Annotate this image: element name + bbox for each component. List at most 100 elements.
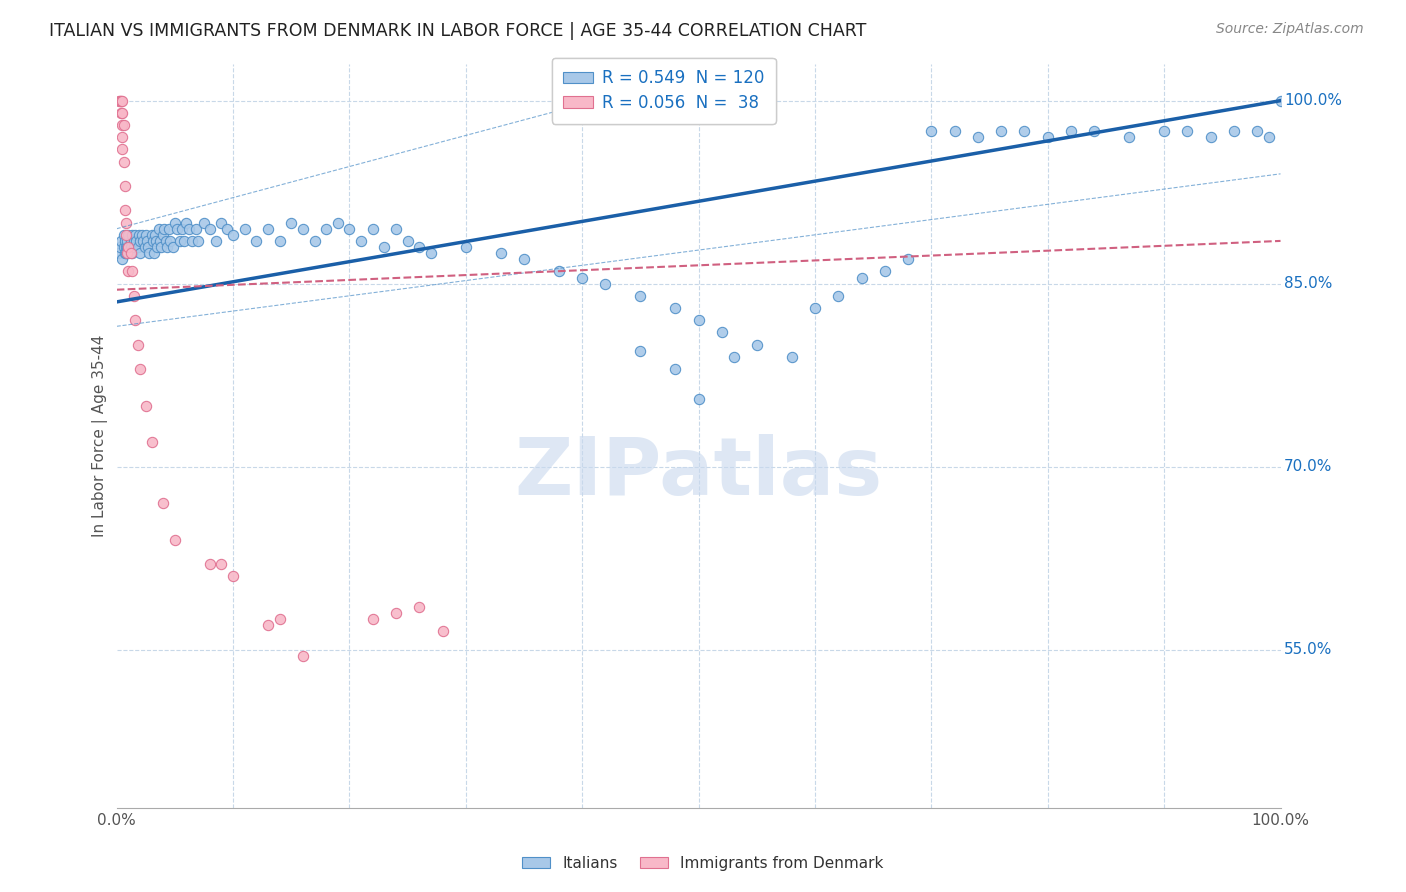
Point [115, 246, 138, 260]
Text: 100.0%: 100.0% [1284, 93, 1341, 108]
Point [269, 612, 291, 626]
Point [162, 240, 184, 254]
Point [361, 612, 384, 626]
Point [128, 227, 150, 242]
Point [1014, 124, 1036, 138]
Point [120, 240, 142, 254]
Point [149, 234, 172, 248]
Point [124, 313, 146, 327]
Legend: R = 0.549  N = 120, R = 0.056  N =  38: R = 0.549 N = 120, R = 0.056 N = 38 [551, 57, 776, 123]
Point [780, 350, 803, 364]
Point [548, 264, 571, 278]
Point [111, 118, 134, 132]
Point [132, 234, 155, 248]
Point [131, 227, 153, 242]
Point [1199, 130, 1222, 145]
Point [141, 435, 163, 450]
Point [1177, 124, 1199, 138]
Point [134, 240, 156, 254]
Point [198, 557, 221, 571]
Point [117, 264, 139, 278]
Point [111, 143, 134, 157]
Point [419, 246, 441, 260]
Point [664, 301, 686, 315]
Point [454, 240, 477, 254]
Point [943, 124, 966, 138]
Point [385, 606, 408, 620]
Point [111, 94, 134, 108]
Point [108, 246, 131, 260]
Point [489, 246, 512, 260]
Point [108, 240, 131, 254]
Point [112, 118, 135, 132]
Point [1060, 124, 1083, 138]
Point [120, 234, 142, 248]
Text: 85.0%: 85.0% [1284, 277, 1333, 291]
Point [1257, 130, 1279, 145]
Point [361, 221, 384, 235]
Point [108, 94, 131, 108]
Point [135, 227, 157, 242]
Point [595, 277, 617, 291]
Point [209, 216, 232, 230]
Point [114, 203, 136, 218]
Text: 70.0%: 70.0% [1284, 459, 1333, 474]
Point [291, 648, 314, 663]
Point [114, 179, 136, 194]
Point [110, 94, 132, 108]
Point [110, 234, 132, 248]
Point [129, 234, 152, 248]
Point [688, 392, 710, 407]
Point [245, 234, 267, 248]
Point [209, 557, 232, 571]
Point [141, 227, 163, 242]
Point [157, 221, 180, 235]
Point [156, 240, 179, 254]
Point [127, 240, 149, 254]
Point [110, 106, 132, 120]
Legend: Italians, Immigrants from Denmark: Italians, Immigrants from Denmark [516, 850, 890, 877]
Point [710, 326, 733, 340]
Point [115, 240, 138, 254]
Point [315, 221, 337, 235]
Point [120, 246, 142, 260]
Point [187, 234, 209, 248]
Point [326, 216, 349, 230]
Point [193, 216, 215, 230]
Point [169, 234, 191, 248]
Point [408, 240, 430, 254]
Point [115, 234, 138, 248]
Point [117, 246, 139, 260]
Point [217, 221, 239, 235]
Point [121, 246, 143, 260]
Text: 55.0%: 55.0% [1284, 642, 1333, 657]
Point [897, 252, 920, 267]
Point [1036, 130, 1059, 145]
Point [115, 227, 138, 242]
Point [114, 246, 136, 260]
Point [723, 350, 745, 364]
Point [628, 289, 651, 303]
Point [125, 234, 148, 248]
Point [152, 227, 174, 242]
Point [967, 130, 990, 145]
Point [166, 221, 188, 235]
Point [204, 234, 226, 248]
Point [851, 270, 873, 285]
Point [115, 240, 138, 254]
Point [1223, 124, 1246, 138]
Point [146, 240, 169, 254]
Point [990, 124, 1012, 138]
Point [111, 130, 134, 145]
Point [122, 240, 145, 254]
Point [233, 221, 256, 235]
Point [1083, 124, 1105, 138]
Point [117, 240, 139, 254]
Point [1118, 130, 1140, 145]
Text: ZIPatlas: ZIPatlas [515, 434, 883, 512]
Point [115, 216, 138, 230]
Point [117, 227, 139, 242]
Point [124, 227, 146, 242]
Point [145, 234, 167, 248]
Point [153, 221, 176, 235]
